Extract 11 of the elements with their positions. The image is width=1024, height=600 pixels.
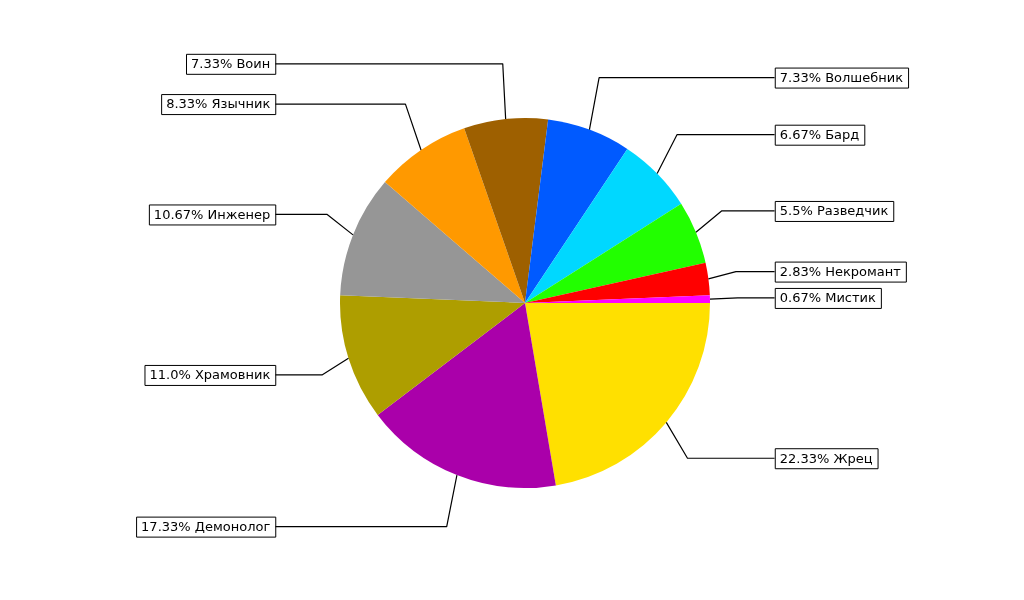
slice-label: 5.5% Разведчик [779,203,889,219]
slice-label: 7.33% Волшебник [779,69,904,85]
slice-label: 8.33% Язычник [166,96,271,112]
slice-label: 7.33% Воин [191,56,271,72]
slice-label: 2.83% Некромант [779,263,902,279]
slice-label: 0.67% Мистик [779,290,877,306]
slice-label: 6.67% Бард [779,127,860,143]
slice-label: 10.67% Инженер [153,206,271,222]
slice-label: 22.33% Жрец [779,450,873,466]
slice-label: 11.0% Храмовник [149,367,271,383]
slice-label: 17.33% Демонолог [141,519,271,534]
